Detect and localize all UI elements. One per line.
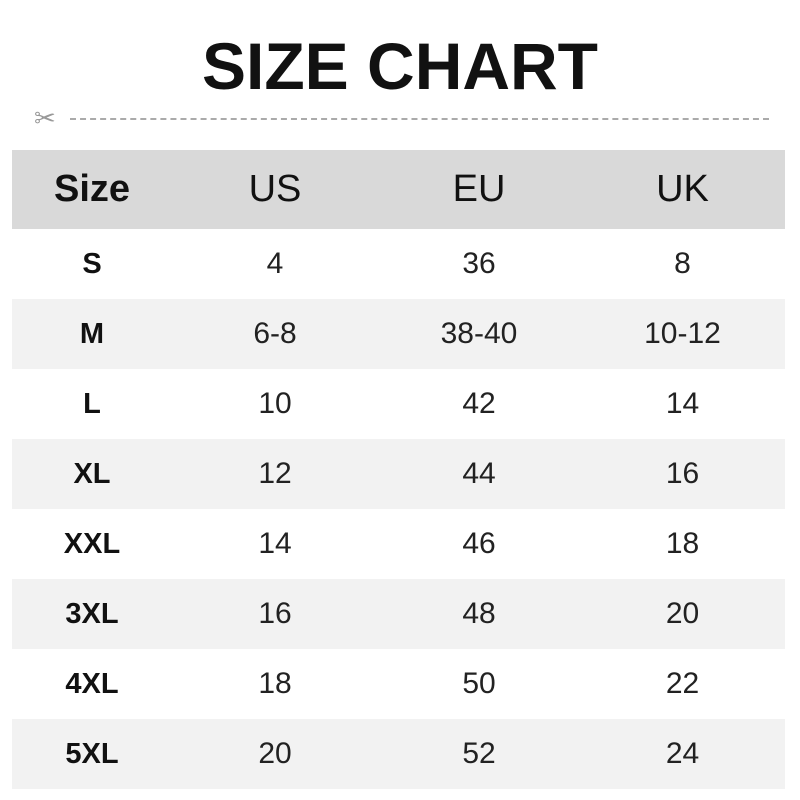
cell-size: 4XL — [65, 667, 119, 700]
cut-line: ✂ — [34, 103, 769, 133]
cell-eu: 38-40 — [440, 317, 518, 350]
scissors-icon: ✂ — [34, 103, 56, 133]
cell-eu: 44 — [462, 457, 496, 490]
header-eu: EU — [452, 168, 506, 210]
cell-us: 10 — [258, 387, 292, 420]
cell-uk: 24 — [665, 737, 700, 770]
table-header-row: Size US EU UK — [12, 150, 785, 229]
cell-uk: 22 — [665, 667, 700, 700]
cell-uk: 10-12 — [644, 317, 721, 350]
cell-us: 12 — [258, 457, 292, 490]
cell-eu: 52 — [462, 737, 496, 770]
cell-us: 6-8 — [253, 317, 297, 350]
cell-eu: 48 — [462, 597, 496, 630]
cell-uk: 16 — [665, 457, 700, 490]
table-row: M 6-8 38-40 10-12 — [12, 299, 785, 369]
cell-size: 3XL — [65, 597, 119, 630]
cell-us: 18 — [258, 667, 292, 700]
cell-size: L — [83, 387, 101, 420]
table-row: 5XL 20 52 24 — [12, 719, 785, 789]
cell-uk: 18 — [665, 527, 700, 560]
table-row: XL 12 44 16 — [12, 439, 785, 509]
cell-eu: 36 — [462, 247, 496, 280]
table-row: 4XL 18 50 22 — [12, 649, 785, 719]
header-uk: UK — [656, 168, 709, 210]
cell-us: 4 — [266, 247, 284, 280]
table-row: S 4 36 8 — [12, 229, 785, 299]
cell-uk: 20 — [665, 597, 700, 630]
cell-size: S — [82, 247, 102, 280]
cell-eu: 46 — [462, 527, 496, 560]
cell-size: 5XL — [65, 737, 119, 770]
cell-size: XXL — [63, 527, 121, 560]
table-row: 3XL 16 48 20 — [12, 579, 785, 649]
cell-us: 14 — [258, 527, 292, 560]
table-row: XXL 14 46 18 — [12, 509, 785, 579]
size-table: Size US EU UK S 4 36 8 M 6-8 38-40 10-12 L 10 42 14… — [12, 150, 785, 789]
cell-size: XL — [73, 457, 111, 490]
cell-eu: 42 — [462, 387, 496, 420]
cell-eu: 50 — [462, 667, 496, 700]
dashed-divider — [70, 118, 769, 120]
cell-size: M — [79, 317, 105, 350]
cell-us: 20 — [258, 737, 292, 770]
cell-uk: 8 — [674, 247, 691, 280]
table-row: L 10 42 14 — [12, 369, 785, 439]
cell-us: 16 — [258, 597, 292, 630]
header-size: Size — [53, 168, 131, 210]
header-us: US — [248, 168, 302, 210]
page-title: SIZE CHART — [202, 29, 598, 103]
cell-uk: 14 — [665, 387, 700, 420]
